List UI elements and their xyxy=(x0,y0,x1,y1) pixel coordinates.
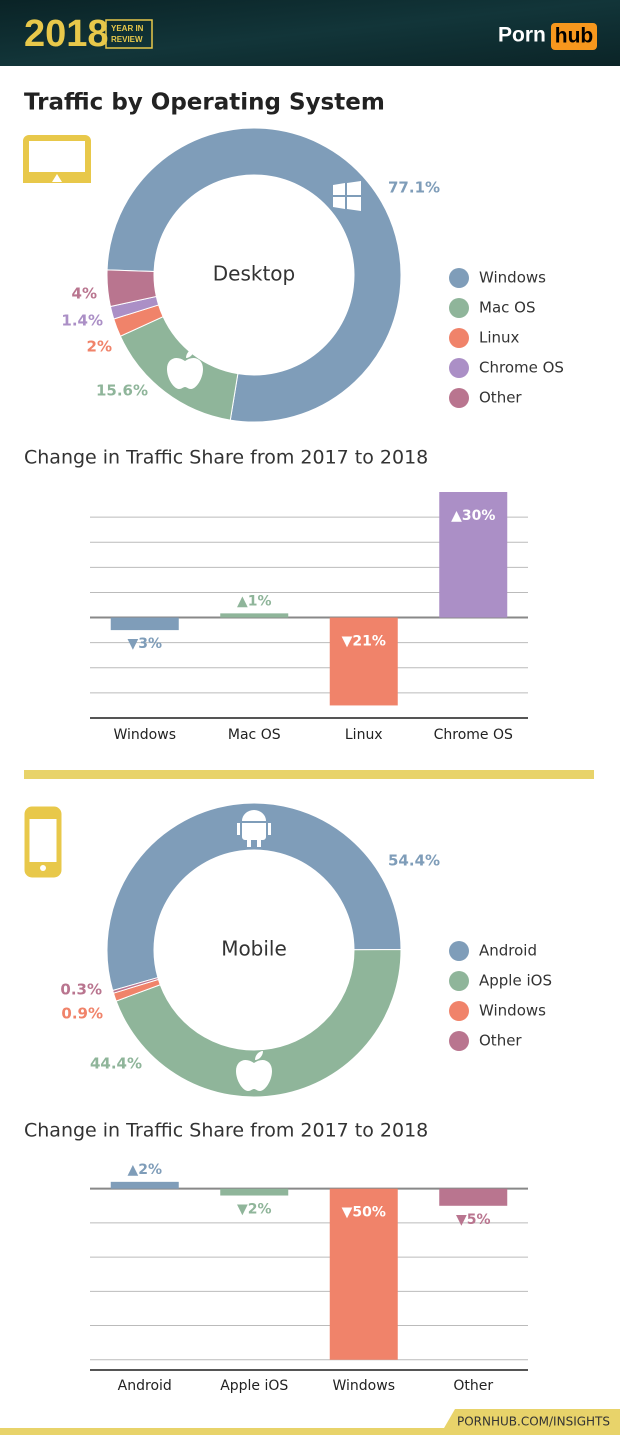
footer-stripe xyxy=(0,1428,620,1435)
slice-label: 44.4% xyxy=(90,1055,142,1073)
page-title: Traffic by Operating System xyxy=(24,90,385,116)
badge-line: YEAR IN xyxy=(111,24,144,33)
donut-slice xyxy=(106,269,157,308)
x-tick-label: Mac OS xyxy=(228,727,281,743)
legend-label: Linux xyxy=(479,329,520,347)
bar-value-label: ▲1% xyxy=(237,593,272,609)
bar xyxy=(439,1188,508,1206)
x-tick-label: Android xyxy=(118,1378,172,1394)
legend-swatch xyxy=(449,328,469,348)
legend-swatch xyxy=(449,971,469,991)
legend-label: Other xyxy=(479,389,522,407)
bar-value-label: ▼2% xyxy=(237,1202,272,1218)
bar xyxy=(439,492,508,618)
legend-label: Mac OS xyxy=(479,299,535,317)
badge-box xyxy=(105,19,153,49)
header-year: 2018 xyxy=(24,13,109,55)
brand-box xyxy=(551,23,597,50)
footer-tab xyxy=(440,1409,620,1435)
slice-label: 77.1% xyxy=(388,179,440,197)
android-logo xyxy=(237,810,271,847)
legend-label: Windows xyxy=(479,269,546,287)
apple-logo xyxy=(167,349,203,389)
bar xyxy=(220,1188,289,1196)
x-tick-label: Linux xyxy=(345,727,383,743)
slice-label: 0.3% xyxy=(60,981,102,999)
legend-label: Apple iOS xyxy=(479,972,552,990)
bar xyxy=(329,1188,398,1360)
bar-value-label: ▼5% xyxy=(456,1212,491,1228)
x-tick-label: Chrome OS xyxy=(434,727,513,743)
footer-link: PORNHUB.COM/INSIGHTS xyxy=(457,1415,610,1429)
donut-slice xyxy=(106,127,402,423)
x-tick-label: Windows xyxy=(114,727,177,743)
legend-label: Other xyxy=(479,1032,522,1050)
legend-label: Chrome OS xyxy=(479,359,564,377)
x-tick-label: Windows xyxy=(333,1378,396,1394)
bar xyxy=(110,1181,179,1189)
desktop-icon xyxy=(23,135,91,183)
mobile-icon xyxy=(24,806,62,878)
bar xyxy=(220,613,289,618)
donut-slice xyxy=(115,949,402,1098)
legend-swatch xyxy=(449,1031,469,1051)
bar-value-label: ▼3% xyxy=(127,636,162,652)
bar xyxy=(329,617,398,706)
donut-center-label: Mobile xyxy=(221,937,287,961)
legend-swatch xyxy=(449,358,469,378)
bar xyxy=(110,617,179,631)
section-divider xyxy=(24,770,594,779)
windows-logo xyxy=(333,181,361,211)
brand-hub: hub xyxy=(555,25,593,48)
legend-swatch xyxy=(449,1001,469,1021)
slice-label: 15.6% xyxy=(96,382,148,400)
chart-title: Change in Traffic Share from 2017 to 201… xyxy=(24,1120,428,1142)
donut-slice xyxy=(106,802,402,992)
legend-swatch xyxy=(449,941,469,961)
x-tick-label: Other xyxy=(453,1378,493,1394)
bar-value-label: ▲30% xyxy=(451,508,495,524)
slice-label: 0.9% xyxy=(61,1005,103,1023)
slice-label: 4% xyxy=(72,285,97,303)
legend-swatch xyxy=(449,388,469,408)
slice-label: 2% xyxy=(87,338,112,356)
legend-swatch xyxy=(449,268,469,288)
slice-label: 54.4% xyxy=(388,852,440,870)
badge-line: REVIEW xyxy=(111,35,143,44)
bar-value-label: ▲2% xyxy=(127,1162,162,1178)
slice-label: 1.4% xyxy=(61,312,103,330)
legend-swatch xyxy=(449,298,469,318)
x-tick-label: Apple iOS xyxy=(220,1378,288,1394)
donut-center-label: Desktop xyxy=(213,262,295,286)
legend-label: Android xyxy=(479,942,537,960)
chart-title: Change in Traffic Share from 2017 to 201… xyxy=(24,447,428,469)
legend-label: Windows xyxy=(479,1002,546,1020)
donut-slice xyxy=(112,976,160,994)
brand-porn: Porn xyxy=(498,24,546,47)
bar-value-label: ▼21% xyxy=(342,634,386,650)
bar-value-label: ▼50% xyxy=(342,1205,386,1221)
header-bar xyxy=(0,0,620,66)
apple-logo xyxy=(236,1051,272,1091)
